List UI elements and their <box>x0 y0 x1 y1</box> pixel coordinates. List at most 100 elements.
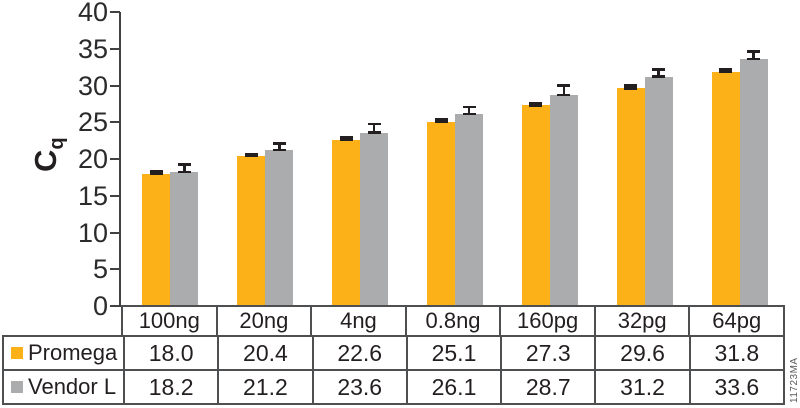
error-bar-vendor-l-0.8ng-cap-bottom <box>462 112 476 116</box>
bar-promega-0.8ng <box>427 121 455 306</box>
error-bar-vendor-l-32pg-cap-top <box>652 68 666 71</box>
value-cell-vendor-l-64pg: 33.6 <box>688 371 783 403</box>
error-bar-promega-64pg-cap-top <box>719 68 733 72</box>
error-bar-promega-4ng-cap-top <box>339 136 353 140</box>
y-tick-label-20: 20 <box>77 144 108 174</box>
y-tick-label-0: 0 <box>92 291 108 321</box>
error-bar-vendor-l-100ng-cap-top <box>177 162 191 166</box>
error-bar-promega-20ng-cap-top <box>244 152 258 156</box>
bar-promega-32pg <box>616 88 645 306</box>
y-tick-mark-25 <box>110 121 120 124</box>
legend-cell-vendor-l: Vendor L <box>4 371 123 403</box>
error-bar-vendor-l-20ng-cap-bottom <box>272 148 286 152</box>
bar-vendor-l-20ng <box>265 150 294 306</box>
bar-promega-64pg <box>711 72 740 306</box>
bar-vendor-l-32pg <box>644 76 673 306</box>
y-tick-mark-40 <box>110 11 120 13</box>
category-header-row: 100ng 20ng 4ng 0.8ng 160pg 32pg 64pg <box>121 305 785 335</box>
error-bar-vendor-l-100ng-line <box>183 164 186 173</box>
value-cell-promega-0.8ng: 25.1 <box>405 337 500 369</box>
error-bar-promega-20ng-cap-bottom <box>244 154 258 158</box>
error-bar-vendor-l-20ng-cap-top <box>272 142 286 145</box>
y-tick-mark-15 <box>110 194 120 197</box>
y-tick-label-30: 30 <box>77 70 108 101</box>
bar-vendor-l-160pg <box>549 95 578 306</box>
bar-promega-4ng <box>332 139 361 306</box>
error-bar-vendor-l-20ng-line <box>278 143 281 151</box>
error-bar-promega-100ng-cap-top <box>149 170 163 173</box>
legend-swatch-icon-promega <box>11 347 23 359</box>
bar-promega-20ng <box>237 156 266 306</box>
data-table: Promega 18.0 20.4 22.6 25.1 27.3 29.6 31.8 Vendo… <box>2 335 785 405</box>
bar-vendor-l-4ng <box>360 132 389 306</box>
value-cell-vendor-l-160pg: 28.7 <box>500 371 594 403</box>
table-row-promega: Promega 18.0 20.4 22.6 25.1 27.3 29.6 31.8 <box>4 337 783 369</box>
category-header-0.8ng: 0.8ng <box>404 307 500 335</box>
y-tick-mark-20 <box>110 158 120 160</box>
value-cell-vendor-l-0.8ng: 26.1 <box>405 371 500 403</box>
error-bar-vendor-l-64pg-cap-top <box>747 50 761 54</box>
category-header-160pg: 160pg <box>499 307 594 335</box>
category-header-4ng: 4ng <box>310 307 405 335</box>
bar-vendor-l-100ng <box>170 172 199 306</box>
value-cell-promega-4ng: 22.6 <box>311 337 406 369</box>
y-tick-mark-30 <box>110 84 120 87</box>
legend-cell-promega: Promega <box>4 337 123 369</box>
value-cell-vendor-l-20ng: 21.2 <box>217 371 311 403</box>
table-row-vendor-l: Vendor L 18.2 21.2 23.6 26.1 28.7 31.2 33.6 <box>4 369 783 403</box>
category-header-100ng: 100ng <box>138 308 200 333</box>
error-bar-vendor-l-32pg-cap-bottom <box>652 75 666 78</box>
bar-vendor-l-0.8ng <box>455 114 483 306</box>
category-header-20ng: 20ng <box>215 307 311 335</box>
y-tick-mark-0 <box>110 305 120 307</box>
error-bar-promega-160pg-cap-top <box>529 101 543 105</box>
y-tick-label-10: 10 <box>77 217 108 248</box>
error-bar-vendor-l-0.8ng-cap-top <box>462 105 476 109</box>
y-tick-label-25: 25 <box>77 107 108 138</box>
category-header-64pg: 64pg <box>688 307 783 335</box>
error-bar-promega-32pg-line <box>629 85 632 89</box>
bar-vendor-l-64pg <box>739 59 768 306</box>
legend-swatch-icon-vendor-l <box>11 381 23 393</box>
value-cell-vendor-l-32pg: 31.2 <box>594 371 688 403</box>
y-axis-line <box>119 12 121 307</box>
value-cell-promega-32pg: 29.6 <box>594 337 688 369</box>
error-bar-vendor-l-160pg-cap-top <box>557 84 571 87</box>
error-bar-vendor-l-4ng-cap-top <box>367 122 381 126</box>
category-header-32pg: 32pg <box>593 307 689 335</box>
error-bar-vendor-l-100ng-cap-bottom <box>177 170 191 174</box>
error-bar-promega-0.8ng-cap-bottom <box>434 120 448 123</box>
y-tick-label-15: 15 <box>77 180 108 211</box>
value-cell-vendor-l-100ng: 18.2 <box>123 371 217 403</box>
legend-label: Promega <box>28 340 118 365</box>
error-bar-vendor-l-160pg-line <box>562 85 566 96</box>
value-cell-vendor-l-4ng: 23.6 <box>311 371 406 403</box>
value-cell-promega-64pg: 31.8 <box>688 337 783 369</box>
value-cell-promega-100ng: 18.0 <box>123 337 217 369</box>
y-tick-label-5: 5 <box>92 254 108 285</box>
error-bar-promega-160pg-cap-bottom <box>529 103 543 107</box>
error-bar-promega-0.8ng-cap-top <box>434 118 448 121</box>
error-bar-promega-4ng-cap-bottom <box>339 138 353 142</box>
error-bar-vendor-l-64pg-line <box>752 51 755 60</box>
y-tick-mark-10 <box>110 231 120 234</box>
error-bar-vendor-l-32pg-line <box>657 69 660 77</box>
y-tick-label-35: 35 <box>77 33 108 64</box>
error-bar-vendor-l-4ng-cap-bottom <box>367 131 381 134</box>
error-bar-promega-32pg-cap-bottom <box>624 87 638 90</box>
value-cell-promega-20ng: 20.4 <box>217 337 311 369</box>
figure-id-label: 11723MA <box>789 357 800 403</box>
bar-promega-100ng <box>142 173 171 306</box>
error-bar-vendor-l-64pg-cap-bottom <box>747 57 761 61</box>
error-bar-promega-100ng-cap-bottom <box>149 172 163 175</box>
error-bar-vendor-l-0.8ng-line <box>467 106 471 115</box>
error-bar-vendor-l-4ng-line <box>372 123 376 133</box>
error-bar-promega-32pg-cap-top <box>624 84 638 87</box>
error-bar-vendor-l-160pg-cap-bottom <box>557 93 571 97</box>
value-cell-promega-160pg: 27.3 <box>500 337 594 369</box>
bar-promega-160pg <box>521 105 550 306</box>
error-bar-promega-64pg-cap-bottom <box>719 70 733 74</box>
y-tick-mark-5 <box>110 268 120 271</box>
y-tick-mark-35 <box>110 47 120 50</box>
